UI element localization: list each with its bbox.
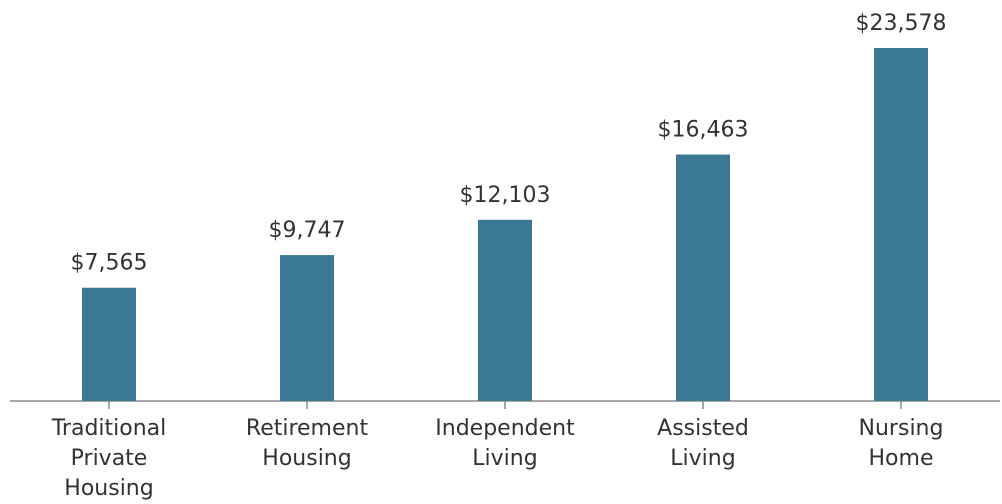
bar bbox=[280, 255, 334, 401]
value-label: $9,747 bbox=[269, 218, 346, 243]
x-tick-label: Independent Living bbox=[435, 416, 575, 471]
x-tick-label: Assisted Living bbox=[657, 416, 749, 471]
x-tick-label: Traditional Private Housing bbox=[51, 416, 167, 501]
bar bbox=[676, 154, 730, 401]
bar bbox=[874, 48, 928, 401]
value-label: $7,565 bbox=[71, 251, 148, 276]
x-tick-label: Nursing Home bbox=[858, 416, 944, 471]
bar bbox=[478, 219, 532, 401]
x-tick-label: Retirement Housing bbox=[245, 416, 369, 471]
bar bbox=[82, 287, 136, 401]
value-label: $16,463 bbox=[658, 118, 749, 143]
value-label: $12,103 bbox=[460, 183, 551, 208]
value-label: $23,578 bbox=[856, 11, 947, 36]
